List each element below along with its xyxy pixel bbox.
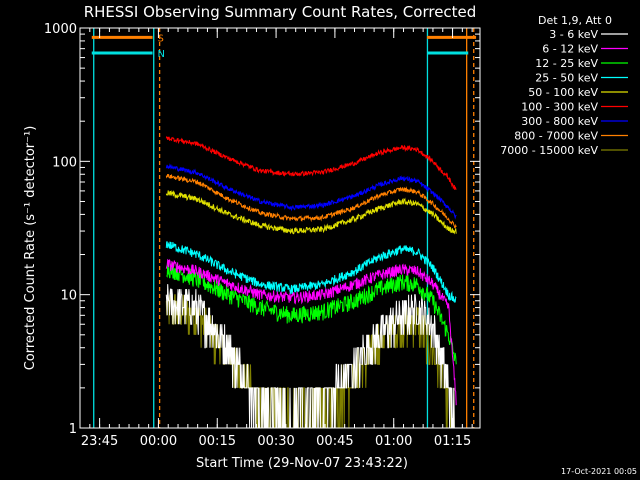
- chart-title: RHESSI Observing Summary Count Rates, Co…: [84, 3, 477, 21]
- legend-label-8: 7000 - 15000 keV: [500, 144, 598, 157]
- flag-S-label: S: [158, 33, 164, 44]
- flag-N-label: N: [158, 49, 165, 60]
- legend-label-1: 6 - 12 keV: [542, 43, 598, 56]
- x-tick-label-5: 01:00: [375, 434, 412, 449]
- legend-label-0: 3 - 6 keV: [549, 28, 598, 41]
- plot-frame: [79, 27, 481, 429]
- x-tick-label-4: 00:45: [316, 434, 353, 449]
- legend-label-2: 12 - 25 keV: [535, 57, 598, 70]
- legend-header: Det 1,9, Att 0: [538, 14, 612, 27]
- y-tick-label-2: 100: [52, 155, 77, 170]
- legend-label-3: 25 - 50 keV: [535, 72, 598, 85]
- series-line-5: [165, 136, 457, 190]
- series-line-0: [165, 284, 457, 429]
- x-tick-label-2: 00:15: [199, 434, 236, 449]
- y-tick-label-0: 1: [69, 422, 77, 437]
- y-tick-label-1: 10: [60, 289, 77, 304]
- y-axis-label: Corrected Count Rate (s⁻¹ detector⁻¹): [23, 126, 38, 371]
- legend-label-6: 300 - 800 keV: [521, 115, 598, 128]
- series-line-4: [165, 189, 457, 235]
- legend-label-7: 800 - 7000 keV: [514, 130, 598, 143]
- series-line-7: [165, 174, 457, 229]
- series-line-1: [165, 258, 457, 406]
- axes: 1 10 100 1000 23:45 00:00 00:15 00:30 00:45 01:00…: [44, 22, 481, 449]
- x-axis-label: Start Time (29-Nov-07 23:43:22): [196, 456, 408, 471]
- series-line-6: [165, 163, 457, 220]
- timestamp: 17-Oct-2021 00:05: [561, 467, 637, 476]
- series-line-3: [165, 241, 457, 303]
- x-tick-label-0: 23:45: [81, 434, 118, 449]
- series-line-2: [166, 262, 457, 365]
- legend-label-4: 50 - 100 keV: [528, 86, 598, 99]
- x-tick-label-6: 01:15: [434, 434, 471, 449]
- x-tick-label-1: 00:00: [140, 434, 177, 449]
- y-tick-label-3: 1000: [44, 22, 77, 37]
- x-tick-label-3: 00:30: [257, 434, 294, 449]
- legend-label-5: 100 - 300 keV: [521, 101, 598, 114]
